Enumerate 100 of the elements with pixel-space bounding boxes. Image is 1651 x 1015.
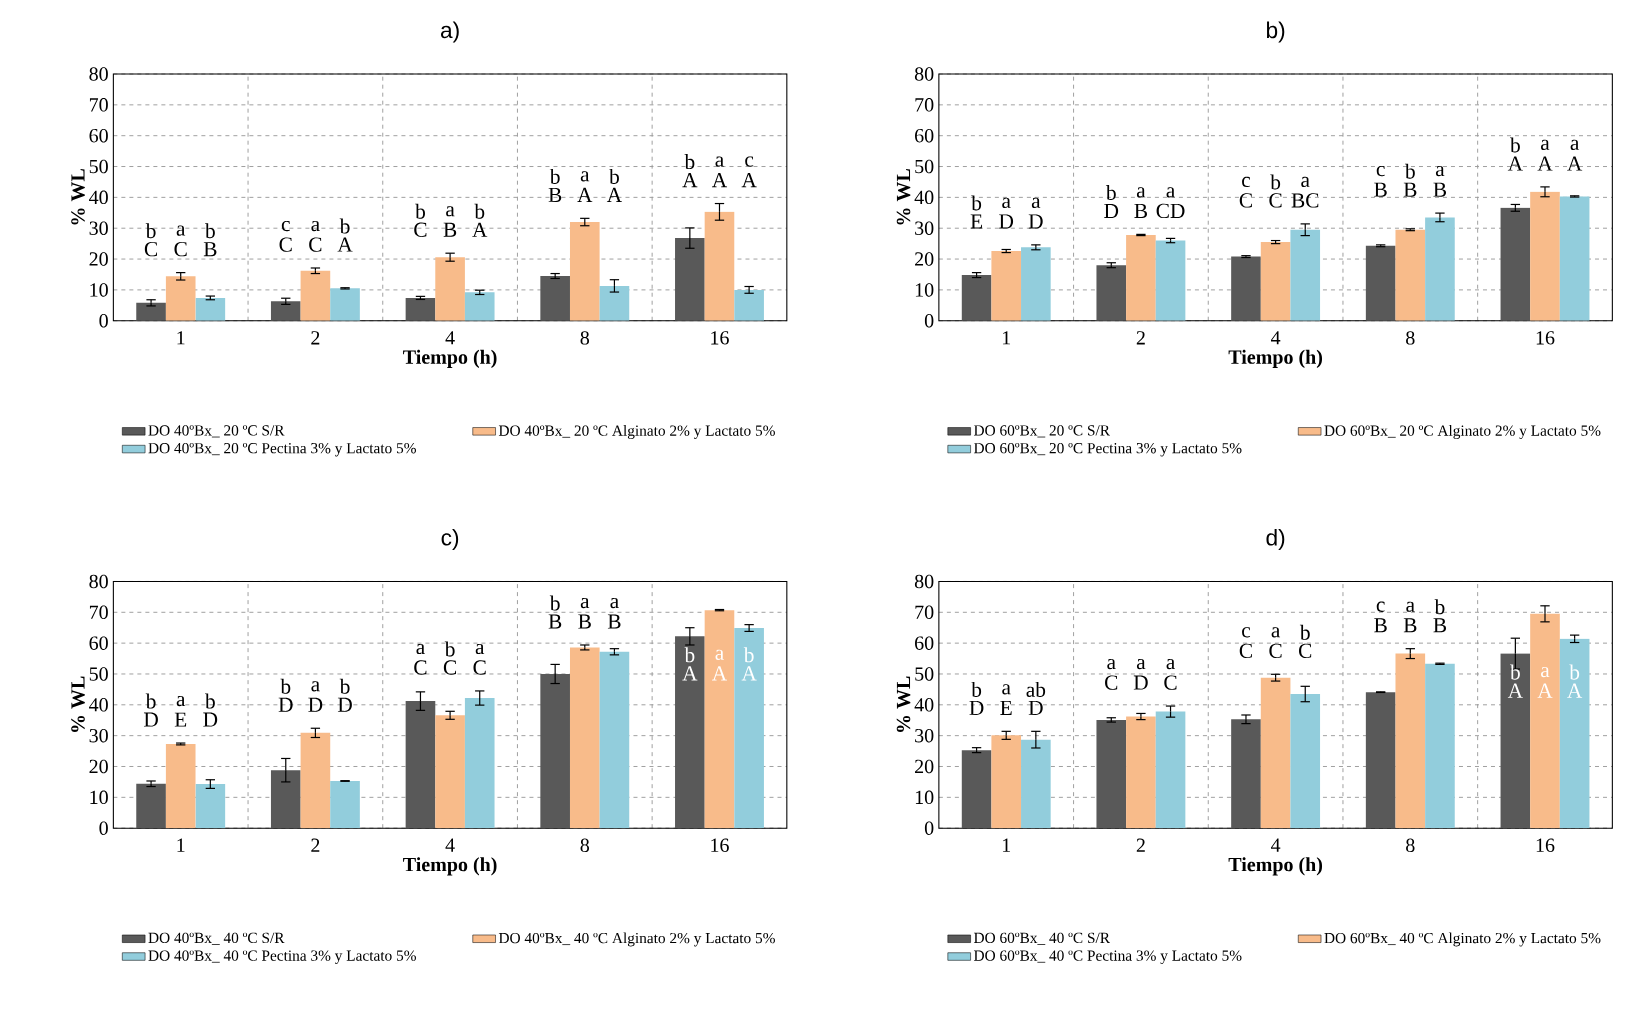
bar (1231, 256, 1261, 321)
bar (734, 289, 764, 321)
annotation: a (311, 221, 320, 232)
bar (300, 270, 331, 321)
annotation: a (1435, 166, 1445, 177)
bar (1231, 719, 1261, 829)
y-tick-label: 10 (90, 283, 108, 297)
bar (464, 292, 495, 321)
bar (1126, 235, 1156, 321)
x-axis-title: Tiempo (h) (403, 857, 497, 876)
annotation: C (144, 242, 158, 257)
bar (599, 651, 630, 829)
annotation: C (473, 660, 486, 675)
annotation: C (1299, 643, 1312, 659)
annotation: b (1510, 664, 1520, 680)
annotation: a (1541, 139, 1550, 151)
annotation: D (969, 700, 984, 715)
y-tick-label: 20 (915, 759, 934, 774)
bar (1500, 653, 1531, 829)
annotation: b (743, 647, 754, 663)
annotation: c (745, 156, 754, 167)
annotation: a (311, 681, 320, 692)
y-tick-label: 70 (89, 98, 108, 112)
chart-title: d) (1266, 529, 1285, 551)
annotation: C (1105, 675, 1118, 690)
y-tick-label: 60 (915, 129, 934, 143)
annotation: A (682, 173, 698, 188)
y-tick-label: 0 (99, 821, 108, 835)
annotation: b (1105, 184, 1116, 201)
annotation: c (1242, 627, 1251, 638)
bar (405, 701, 436, 829)
annotation: a (1136, 187, 1146, 198)
chart-title: a) (440, 21, 459, 43)
bar (704, 610, 735, 829)
annotation: b (549, 168, 560, 184)
y-tick-label: 50 (89, 159, 108, 174)
annotation: B (1433, 182, 1447, 197)
bar (961, 275, 992, 321)
bar (1096, 719, 1127, 829)
bar (704, 211, 735, 321)
annotation: b (1569, 664, 1580, 680)
y-tick-label: 10 (90, 790, 108, 805)
annotation: a (176, 225, 186, 236)
y-tick-label: 40 (914, 190, 934, 205)
bar (270, 301, 301, 321)
annotation: a (1301, 176, 1310, 188)
y-axis-title: % WL (71, 169, 85, 225)
annotation: B (203, 242, 217, 257)
annotation: C (414, 222, 427, 237)
bar (435, 257, 465, 321)
legend-label: DO 40ºBx_ 40 ºC S/R (148, 932, 285, 945)
bar (540, 674, 570, 829)
annotation: D (999, 214, 1014, 229)
annotation: B (1433, 618, 1447, 633)
annotation: b (145, 223, 156, 239)
y-axis-title: % WL (71, 676, 85, 732)
annotation: C (414, 660, 427, 675)
annotation: b (1299, 624, 1310, 640)
annotation: CD (1156, 203, 1185, 219)
y-tick-label: 0 (99, 314, 108, 328)
annotation: C (443, 660, 457, 675)
y-axis-title: % WL (896, 169, 911, 225)
x-tick-label: 8 (1406, 331, 1415, 345)
annotation: A (337, 237, 353, 252)
bar (1365, 245, 1396, 321)
x-tick-label: 1 (177, 838, 185, 852)
annotation: b (145, 693, 156, 709)
y-axis-title: % WL (896, 676, 911, 732)
annotation: D (308, 697, 323, 712)
annotation: b (339, 678, 350, 694)
annotation: E (174, 712, 187, 727)
y-tick-label: 40 (914, 698, 934, 712)
annotation: b (205, 223, 215, 239)
annotation: b (205, 693, 215, 709)
bar (599, 285, 630, 321)
x-tick-label: 4 (445, 838, 455, 852)
annotation: A (1567, 156, 1583, 171)
y-tick-label: 70 (915, 605, 934, 620)
x-axis-title: Tiempo (h) (403, 349, 497, 368)
annotation: A (1537, 683, 1553, 698)
annotation: a (610, 597, 619, 609)
y-tick-label: 10 (915, 790, 934, 805)
annotation: D (278, 697, 293, 712)
y-tick-label: 80 (914, 67, 934, 81)
annotation: a (1107, 659, 1116, 670)
chart-title: c) (441, 529, 459, 551)
bar (675, 238, 705, 321)
bar (464, 698, 495, 829)
bar (136, 302, 166, 321)
annotation: a (715, 649, 724, 661)
annotation: c (1242, 176, 1251, 188)
y-tick-label: 30 (915, 221, 934, 236)
annotation: A (741, 173, 757, 188)
annotation: A (606, 187, 622, 203)
annotation: C (1239, 643, 1252, 659)
y-tick-label: 10 (915, 283, 934, 297)
bar (1530, 191, 1560, 321)
legend-label: DO 60ºBx_ 40 ºC Pectina 3% y Lactato 5% (973, 950, 1242, 964)
x-axis-title: Tiempo (h) (1228, 349, 1323, 368)
annotation: B (548, 614, 562, 629)
